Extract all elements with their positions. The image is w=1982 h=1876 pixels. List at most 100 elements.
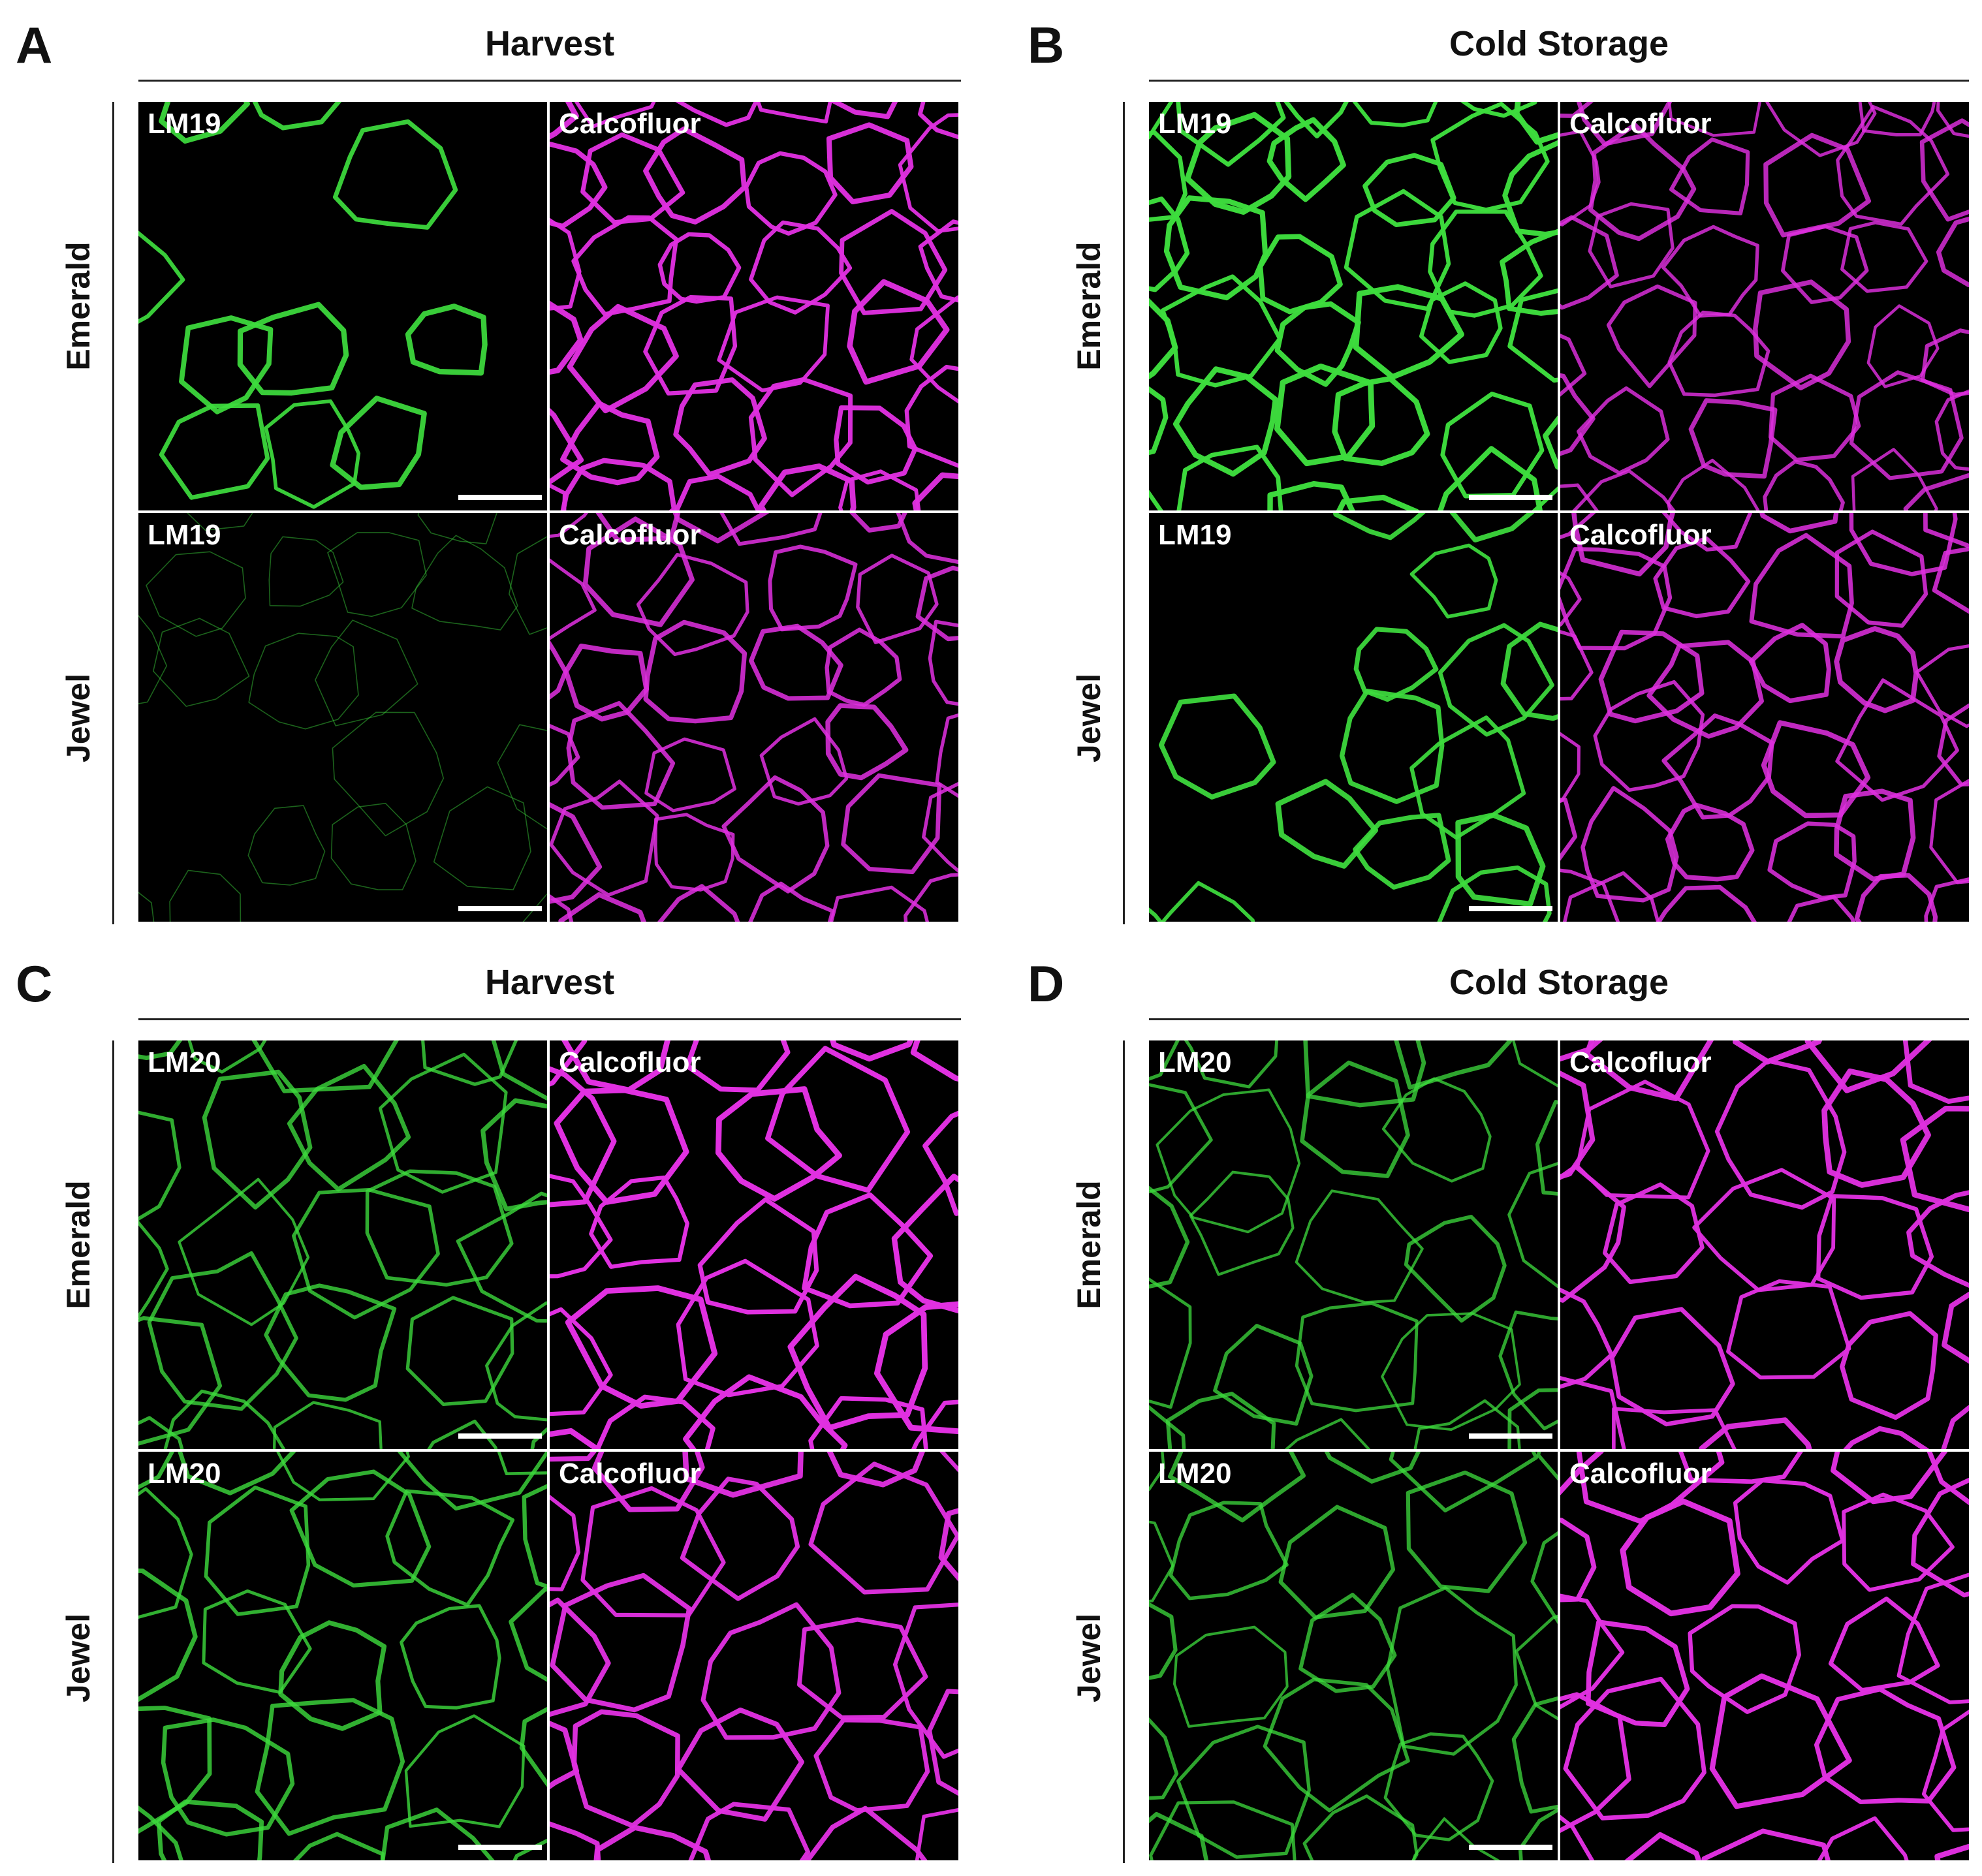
micrograph-image	[1149, 1040, 1558, 1449]
cell-wall-mark	[550, 1494, 581, 1591]
cell-wall-mark	[1858, 102, 1936, 136]
cell-wall-mark	[159, 403, 270, 500]
row-label-c-1: Jewel	[60, 1613, 97, 1703]
cell-wall-mark	[839, 209, 948, 315]
cell-wall-mark	[1353, 813, 1451, 890]
cell-wall-mark	[1438, 446, 1543, 510]
cell-wall-mark	[1699, 1417, 1812, 1449]
condition-rule-a	[138, 80, 961, 82]
cell-wall-mark	[1303, 1040, 1426, 1108]
cell-wall-mark	[400, 1604, 501, 1710]
cell-wall-mark	[643, 126, 747, 225]
cell-wall-mark	[1173, 1625, 1289, 1728]
cell-wall-mark	[138, 1452, 175, 1490]
micrograph-tile: LM20	[138, 1452, 547, 1860]
cell-wall-mark	[276, 1452, 410, 1501]
cell-wall-mark	[1942, 1291, 1969, 1364]
row-label-a-0: Emerald	[60, 242, 97, 371]
micrograph-image	[138, 1452, 547, 1860]
cell-wall-mark	[138, 892, 155, 922]
cell-wall-mark	[268, 536, 344, 607]
cell-wall-mark	[1275, 779, 1379, 869]
cell-wall-mark	[178, 1452, 296, 1495]
tile-label: LM20	[148, 1046, 221, 1078]
cell-wall-mark	[315, 619, 418, 727]
cell-wall-mark	[595, 513, 681, 543]
cell-wall-mark	[1176, 1725, 1311, 1859]
cell-wall-mark	[1759, 513, 1839, 534]
cell-wall-mark	[1324, 1452, 1421, 1484]
cell-wall-mark	[1149, 1800, 1297, 1860]
cell-wall-mark	[1763, 460, 1845, 510]
cell-wall-mark	[427, 1419, 498, 1449]
cell-wall-mark	[676, 1707, 804, 1822]
micrograph-tile: LM19	[138, 102, 547, 510]
cell-wall-mark	[1176, 102, 1286, 167]
cell-wall-mark	[826, 1452, 926, 1488]
cell-wall-mark	[765, 1046, 911, 1193]
cell-wall-mark	[1563, 1676, 1707, 1821]
cell-wall-mark	[554, 1087, 689, 1205]
cell-wall-mark	[657, 884, 740, 922]
cell-wall-mark	[264, 1283, 397, 1402]
cell-wall-mark	[138, 1110, 181, 1221]
cell-wall-mark	[644, 737, 736, 813]
cell-wall-mark	[255, 1698, 405, 1836]
cell-wall-mark	[1167, 1452, 1306, 1523]
micrograph-image	[550, 1040, 958, 1449]
cell-wall-mark	[918, 219, 958, 303]
cell-wall-mark	[1688, 1604, 1801, 1714]
cell-wall-mark	[1560, 798, 1577, 861]
cell-wall-mark	[856, 554, 939, 644]
micrograph-tile: Calcofluor	[550, 1452, 958, 1860]
cell-wall-mark	[1169, 1501, 1289, 1601]
cell-wall-mark	[1575, 1080, 1710, 1200]
cell-wall-mark	[550, 558, 597, 640]
condition-title-a: Harvest	[484, 24, 615, 63]
cell-wall-mark	[1284, 1418, 1371, 1449]
cell-wall-mark	[1149, 1811, 1209, 1860]
cell-wall-mark	[1661, 513, 1753, 552]
cell-wall-mark	[251, 1040, 399, 1093]
cell-wall-mark	[826, 122, 914, 205]
cell-wall-mark	[582, 516, 695, 627]
cell-wall-mark	[904, 873, 958, 922]
cell-wall-mark	[456, 1191, 547, 1323]
cell-wall-mark	[1924, 877, 1969, 922]
cell-wall-mark	[1588, 122, 1697, 242]
cell-wall-mark	[287, 1063, 411, 1192]
tile-label: Calcofluor	[1569, 1458, 1712, 1490]
cell-wall-mark	[676, 1258, 819, 1398]
scale-bar	[458, 906, 542, 911]
cell-wall-mark	[248, 633, 359, 730]
cell-wall-mark	[1353, 284, 1464, 380]
cell-wall-mark	[1386, 1586, 1518, 1756]
cell-wall-mark	[1598, 629, 1705, 724]
cell-wall-mark	[1900, 1105, 1969, 1213]
cell-wall-mark	[721, 775, 830, 894]
cell-wall-mark	[749, 220, 853, 315]
cell-wall-mark	[1406, 1470, 1528, 1593]
cell-wall-mark	[1512, 1040, 1558, 1087]
cell-wall-mark	[1836, 104, 1950, 226]
cell-wall-mark	[1560, 732, 1581, 804]
row-rule-c	[112, 1040, 114, 1863]
cell-wall-mark	[928, 619, 958, 706]
cell-wall-mark	[1419, 281, 1503, 364]
cell-wall-mark	[1816, 1194, 1934, 1300]
cell-wall-mark	[580, 1486, 726, 1618]
scale-bar	[1469, 495, 1552, 500]
cell-wall-mark	[1149, 196, 1190, 292]
panel-letter-c: C	[16, 955, 53, 1012]
cell-wall-mark	[1661, 225, 1759, 318]
cell-wall-mark	[550, 1452, 597, 1462]
cell-wall-mark	[1560, 1692, 1631, 1834]
cell-wall-mark	[1688, 398, 1778, 479]
cell-wall-mark	[825, 627, 902, 707]
cell-wall-mark	[1749, 533, 1854, 639]
cell-wall-mark	[550, 1307, 613, 1416]
tile-label: Calcofluor	[559, 519, 701, 551]
cell-wall-mark	[530, 1427, 547, 1449]
cell-wall-mark	[1934, 389, 1969, 471]
cell-wall-mark	[1189, 1170, 1295, 1276]
